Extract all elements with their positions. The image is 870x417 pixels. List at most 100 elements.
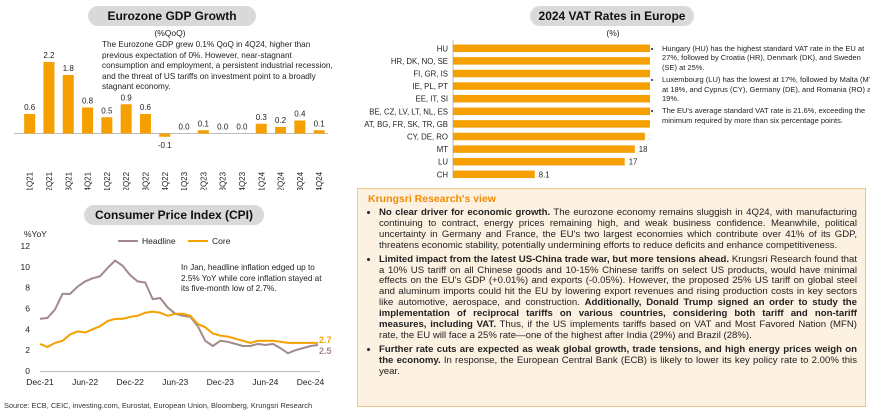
gdp-value-label: 0.8 (82, 97, 94, 106)
gdp-bar (62, 75, 74, 134)
vat-category-label: BE, CZ, LV, LT, NL, ES (369, 107, 448, 116)
gdp-value-label: 0.0 (236, 123, 248, 132)
cpi-legend-label: Headline (142, 236, 176, 246)
cpi-y-tick: 6 (25, 304, 30, 314)
gdp-bar (159, 133, 171, 137)
cpi-unit: %YoY (24, 229, 47, 239)
view-bullet: Limited impact from the latest US-China … (379, 253, 857, 342)
cpi-x-tick: Jun-24 (252, 377, 278, 387)
cpi-x-tick: Dec-21 (26, 377, 54, 387)
vat-chart-title: 2024 VAT Rates in Europe (530, 6, 694, 26)
gdp-bar (294, 120, 306, 134)
vat-unit: (%) (606, 28, 620, 38)
view-bullet-text: Krungsri Research found that a 10% US ta… (379, 253, 857, 309)
gdp-x-label: 4Q21 (84, 171, 93, 190)
vat-bar (453, 57, 650, 65)
research-view-bullets: No clear driver for economic growth. The… (368, 207, 857, 378)
gdp-note: The Eurozone GDP grew 0.1% QoQ in 4Q24, … (102, 40, 333, 92)
vat-category-label: MT (437, 145, 448, 154)
vat-bar (453, 69, 650, 78)
gdp-bar (255, 123, 267, 134)
gdp-x-label: 2Q24 (277, 171, 286, 190)
cpi-y-tick: 10 (21, 262, 31, 272)
view-bullet-text: The eurozone economy remains sluggish in… (379, 207, 857, 251)
cpi-legend-label: Core (212, 236, 231, 246)
gdp-x-label: 3Q21 (64, 171, 73, 190)
source-note: Source: ECB, CEIC, investing.com, Eurost… (4, 401, 313, 410)
vat-category-label: FI, GR, IS (413, 70, 448, 79)
gdp-value-label: 0.4 (294, 110, 306, 119)
vat-value-label: 17 (629, 158, 638, 167)
vat-category-label: CY, DE, RO (407, 133, 448, 142)
gdp-value-label: 2.2 (43, 51, 55, 60)
vat-bar (453, 82, 650, 90)
view-bullet-text-2: Thus, if the US implements tariffs based… (379, 319, 857, 341)
gdp-x-label: 4Q24 (315, 171, 324, 190)
view-bullet-heading-2: Additionally, Donald Trump signed an ord… (379, 297, 857, 331)
vat-note-2: Luxembourg (LU) has the lowest at 17%, f… (662, 75, 870, 103)
cpi-note: In Jan, headline inflation edged up to 2… (181, 263, 322, 294)
gdp-x-label: 3Q22 (141, 171, 150, 190)
research-view-title: Krungsri Research's view (368, 193, 496, 205)
vat-bar (453, 145, 635, 153)
view-bullet: No clear driver for economic growth. The… (379, 207, 857, 252)
gdp-bar (275, 127, 287, 134)
gdp-x-label: 1Q23 (180, 171, 189, 190)
vat-bar (453, 157, 625, 166)
cpi-end-label-headline: 2.5 (319, 346, 332, 356)
gdp-bar (313, 130, 325, 134)
gdp-value-label: 0.3 (256, 113, 268, 122)
gdp-chart: 0.6 2.2 1.8 0.8 0.5 0.9 0.6 -0.1 0.0 0.1 0.0 0.0 0.3… (14, 51, 328, 190)
gdp-x-label: 4Q22 (161, 171, 170, 190)
cpi-core-line (39, 310, 318, 349)
gdp-value-label: 0.0 (178, 123, 190, 132)
cpi-x-tick: Jun-22 (72, 377, 98, 387)
view-bullet: Further rate cuts are expected as weak g… (379, 343, 857, 378)
vat-notes: Hungary (HU) has the highest standard VA… (650, 44, 870, 128)
gdp-bar (139, 114, 151, 134)
gdp-unit: (%QoQ) (154, 28, 186, 38)
vat-category-label: CH (437, 170, 448, 179)
gdp-bar (82, 107, 94, 134)
gdp-value-label: 0.9 (121, 93, 133, 102)
vat-category-label: HR, DK, NO, SE (391, 57, 448, 66)
cpi-y-tick: 12 (21, 241, 31, 251)
gdp-bar (197, 130, 209, 134)
vat-value-label: 8.1 (539, 170, 550, 179)
cpi-end-label-core: 2.7 (319, 335, 332, 345)
vat-category-label: AT, BG, FR, SK, TR, GB (364, 120, 448, 129)
gdp-bar (43, 62, 55, 134)
cpi-x-tick: Dec-23 (207, 377, 235, 387)
gdp-x-label: 3Q24 (296, 171, 305, 190)
cpi-x-tick: Jun-23 (162, 377, 188, 387)
cpi-x-tick: Dec-22 (116, 377, 144, 387)
gdp-bar (120, 104, 132, 134)
vat-bar (453, 107, 650, 116)
vat-bar (453, 132, 645, 141)
cpi-y-tick: 4 (25, 324, 30, 334)
gdp-bar (24, 114, 36, 134)
vat-category-label: HU (437, 44, 449, 53)
vat-bar (453, 170, 535, 179)
view-bullet-heading: Further rate cuts are expected as weak g… (379, 343, 857, 366)
cpi-y-tick: 0 (25, 366, 30, 376)
vat-category-label: IE, PL, PT (412, 82, 448, 91)
gdp-x-label: 3Q23 (219, 171, 228, 190)
research-view-box: Krungsri Research's view No clear driver… (357, 188, 866, 407)
gdp-value-label: 1.8 (63, 64, 75, 73)
vat-bar (453, 44, 650, 53)
gdp-x-label: 2Q21 (45, 171, 54, 190)
gdp-x-label: 1Q24 (257, 171, 266, 190)
gdp-value-label: 0.0 (217, 123, 229, 132)
view-bullet-heading: No clear driver for economic growth. (379, 207, 551, 218)
vat-chart: HU27HR, DK, NO, SE25FI, GR, IS24IE, PL, … (364, 40, 650, 179)
gdp-x-label: 1Q21 (26, 171, 35, 190)
gdp-value-label: 0.6 (140, 103, 152, 112)
gdp-x-label: 4Q23 (238, 171, 247, 190)
vat-note-3: The EU's average standard VAT rate is 21… (662, 106, 870, 125)
gdp-x-label: 2Q22 (122, 171, 131, 190)
view-bullet-heading: Limited impact from the latest US-China … (379, 253, 730, 265)
vat-bar (453, 94, 650, 103)
view-bullet-text: In response, the European Central Bank (… (379, 354, 857, 377)
gdp-x-label: 2Q23 (199, 171, 208, 190)
